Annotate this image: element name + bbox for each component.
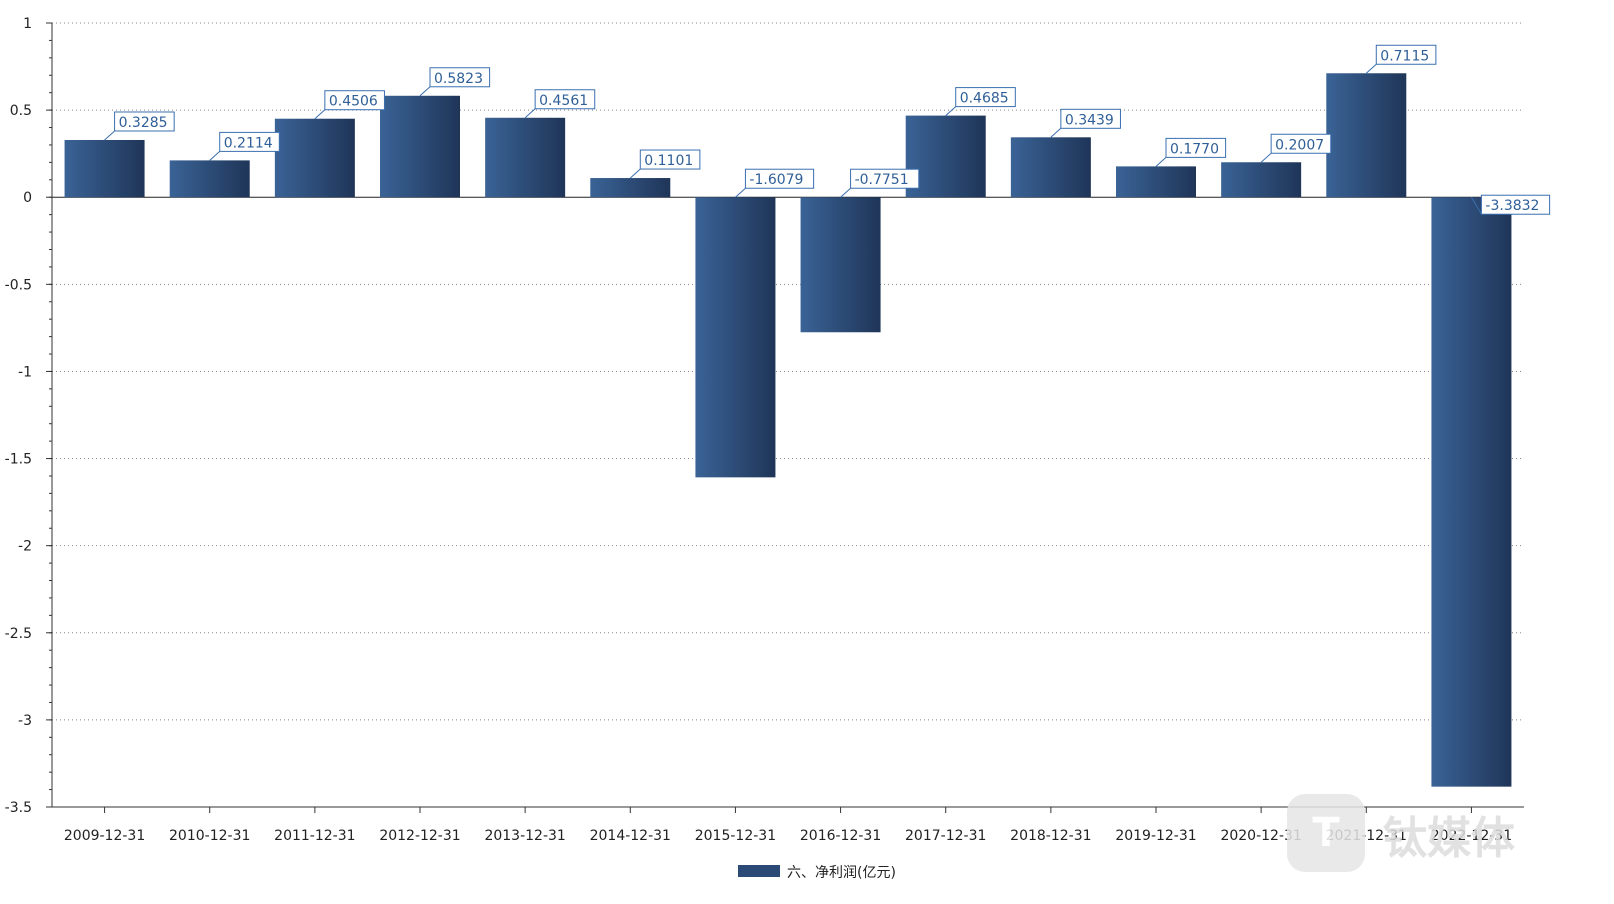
- bar[interactable]: [380, 95, 460, 198]
- data-label-leader: [314, 109, 326, 120]
- data-label-box: [429, 67, 491, 88]
- bar[interactable]: [1326, 73, 1407, 198]
- y-tick-label: -2.5: [5, 626, 32, 642]
- data-label-box: [219, 131, 280, 152]
- data-label: -1.6079: [749, 172, 803, 188]
- data-label-leader: [209, 151, 221, 161]
- data-label-box: [639, 149, 701, 170]
- data-label-leader: [524, 108, 536, 119]
- data-label-leader: [1155, 157, 1167, 167]
- x-tick-label: 2022-12-31: [1431, 828, 1512, 844]
- x-tick-label: 2018-12-31: [1010, 828, 1091, 844]
- x-tick-label: 2019-12-31: [1115, 828, 1196, 844]
- bar[interactable]: [169, 160, 250, 198]
- bar[interactable]: [695, 197, 776, 478]
- x-tick-label: 2011-12-31: [274, 828, 355, 844]
- x-tick-label: 2017-12-31: [905, 828, 986, 844]
- watermark-icon: [1287, 794, 1365, 872]
- y-tick-label: -0.5: [5, 277, 32, 293]
- data-label: -0.7751: [855, 172, 909, 188]
- data-label: 0.3439: [1065, 112, 1114, 128]
- data-label: 0.5823: [434, 71, 483, 87]
- data-label: 0.2007: [1275, 137, 1324, 153]
- data-label-box: [850, 168, 920, 189]
- data-label-box: [534, 89, 596, 110]
- x-tick-label: 2009-12-31: [64, 828, 145, 844]
- x-tick-label: 2016-12-31: [800, 828, 881, 844]
- bar[interactable]: [64, 139, 145, 198]
- bar[interactable]: [590, 178, 671, 198]
- data-label-leader: [1260, 152, 1272, 163]
- data-label-box: [1375, 44, 1437, 65]
- bar[interactable]: [1431, 197, 1512, 787]
- data-label-box: [114, 111, 175, 132]
- data-label-box: [1270, 133, 1332, 154]
- data-label: 0.4506: [329, 94, 378, 110]
- data-label-box: [1060, 108, 1121, 129]
- data-label-leader: [840, 187, 851, 198]
- y-tick-label: 0: [23, 190, 32, 206]
- data-label: 0.2114: [224, 135, 273, 151]
- data-label-leader: [1470, 196, 1482, 215]
- x-tick-label: 2012-12-31: [379, 828, 460, 844]
- y-tick-label: 1: [23, 16, 32, 32]
- y-tick-label: -3: [18, 713, 32, 729]
- bar[interactable]: [485, 117, 566, 198]
- watermark-logo: T 钛媒体: [1287, 794, 1515, 872]
- data-label-leader: [104, 130, 115, 141]
- data-label: 0.1101: [644, 153, 693, 169]
- bars: [64, 73, 1512, 787]
- bar[interactable]: [1116, 166, 1196, 198]
- legend-series-name: 六、净利润(亿元): [787, 865, 896, 881]
- data-label-box: [1480, 194, 1551, 215]
- y-tick-label: -2: [18, 539, 32, 555]
- bar[interactable]: [800, 197, 881, 333]
- bar[interactable]: [1010, 137, 1091, 198]
- data-label-box: [324, 90, 385, 111]
- data-label-leader: [735, 187, 746, 198]
- data-label-box: [1165, 137, 1227, 158]
- data-label-leader: [1365, 63, 1377, 74]
- data-label: 0.4561: [539, 93, 588, 109]
- x-tick-label: 2014-12-31: [590, 828, 671, 844]
- bar[interactable]: [274, 118, 355, 198]
- data-label: 0.7115: [1380, 48, 1429, 64]
- data-label: 0.3285: [119, 115, 168, 131]
- bar[interactable]: [1221, 162, 1302, 198]
- y-tick-label: -3.5: [5, 800, 32, 816]
- data-label-leader: [419, 86, 431, 97]
- data-label-box: [955, 87, 1016, 108]
- y-tick-label: 0.5: [10, 103, 32, 119]
- watermark-icon-glyph: T: [1312, 810, 1340, 856]
- legend-swatch: [738, 865, 780, 877]
- x-tick-label: 2015-12-31: [695, 828, 776, 844]
- x-tick-label: 2010-12-31: [169, 828, 250, 844]
- x-tick-label: 2013-12-31: [484, 828, 565, 844]
- data-labels: 0.3285 0.2114 0.4506 0.5823 0.4561 0.1101 -1.6…: [104, 44, 1551, 215]
- y-tick-label: -1: [18, 364, 32, 380]
- y-tick-label: -1.5: [5, 452, 32, 468]
- watermark-text: 钛媒体: [1383, 813, 1515, 864]
- data-label-leader: [1050, 127, 1062, 138]
- data-label: -3.3832: [1485, 198, 1539, 214]
- data-label: 0.1770: [1170, 141, 1219, 157]
- data-label-leader: [945, 106, 957, 116]
- data-label-box: [744, 168, 815, 189]
- data-label-leader: [629, 168, 641, 179]
- legend[interactable]: 六、净利润(亿元): [738, 865, 896, 881]
- x-tick-label: 2020-12-31: [1220, 828, 1301, 844]
- data-label: 0.4685: [960, 91, 1009, 107]
